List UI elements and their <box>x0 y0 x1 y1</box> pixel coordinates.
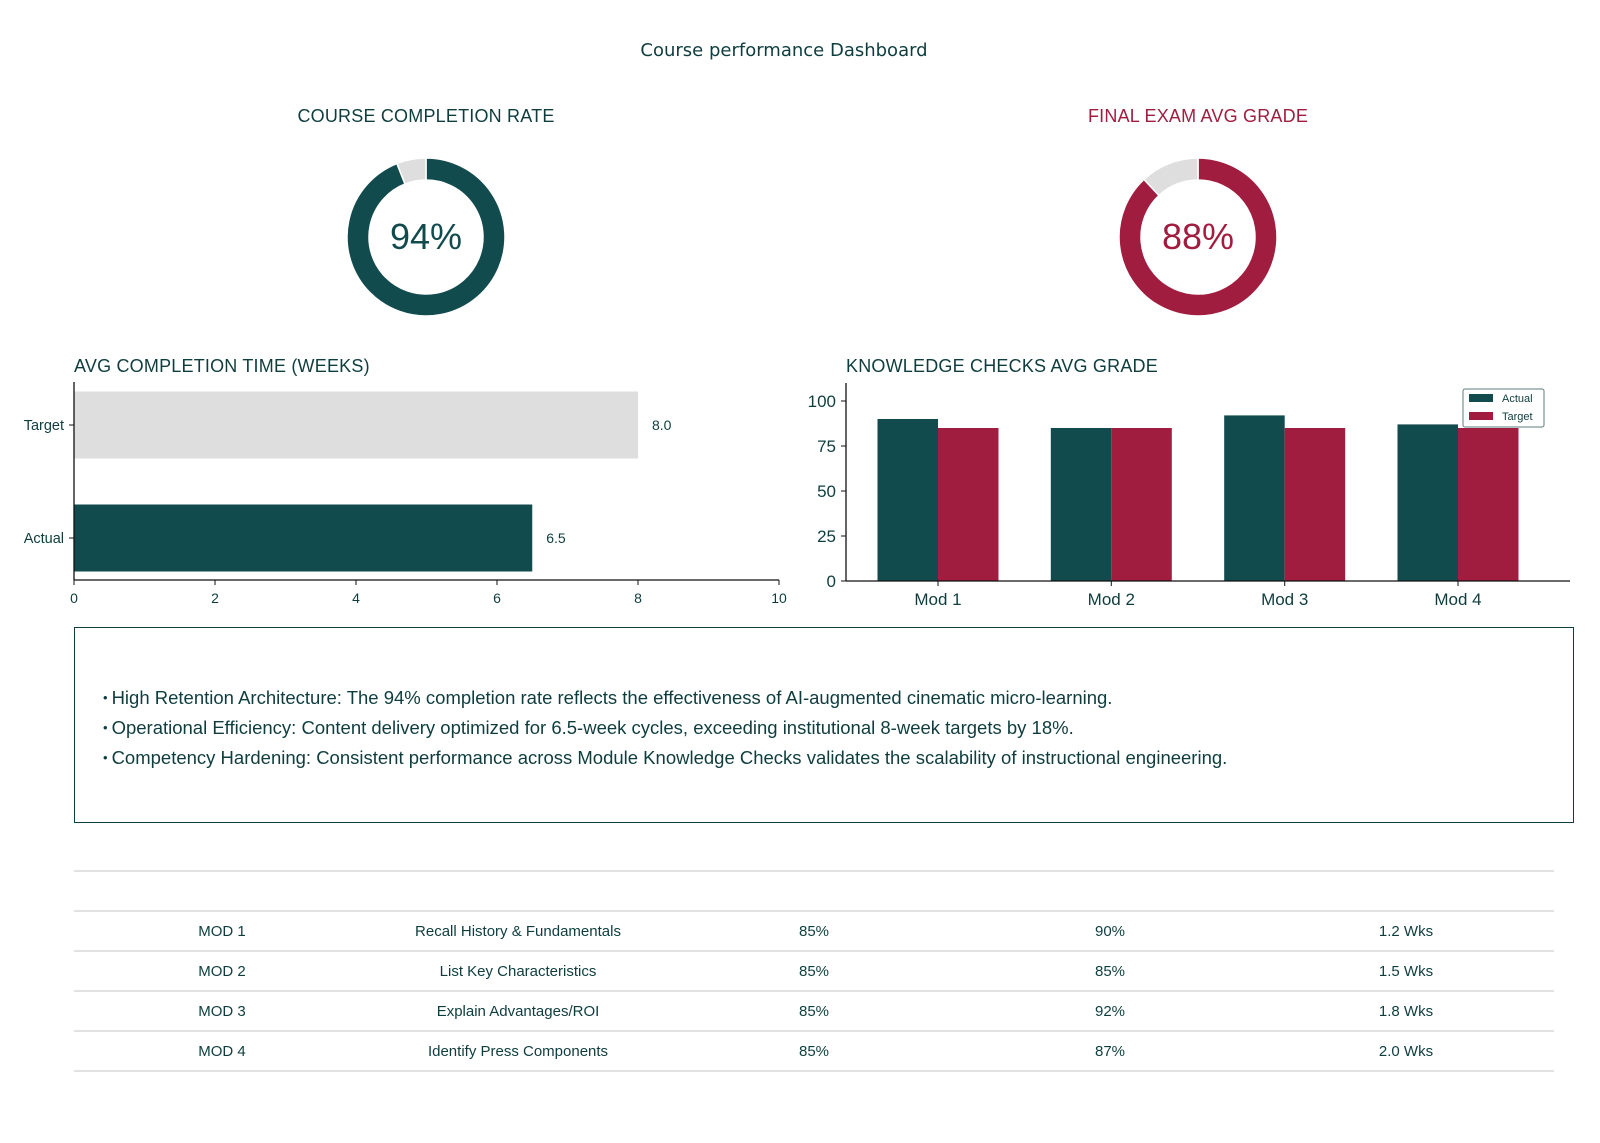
y-tick-label: 100 <box>808 392 836 411</box>
module-target: 85% <box>666 1030 962 1072</box>
module-time: 1.2 Wks <box>1258 910 1554 951</box>
x-tick-label: Mod 4 <box>1434 590 1481 609</box>
table-header-cell <box>962 870 1258 911</box>
bar-actual <box>74 504 533 572</box>
y-tick-label: Target <box>24 418 64 434</box>
completion-time-chart: 8.0 6.5 Target Actual 0 2 4 6 8 10 <box>24 382 787 606</box>
module-time: 1.5 Wks <box>1258 950 1554 991</box>
legend-swatch-target <box>1469 412 1493 420</box>
bar-mod-1-actual <box>877 419 938 581</box>
legend-swatch-actual <box>1469 394 1493 402</box>
module-target: 85% <box>666 990 962 1031</box>
knowledge-checks-title: KNOWLEDGE CHECKS AVG GRADE <box>846 356 1158 376</box>
y-tick-label: 50 <box>817 482 836 501</box>
completion-rate-title: COURSE COMPLETION RATE <box>297 106 555 126</box>
completion-time-title: AVG COMPLETION TIME (WEEKS) <box>74 356 370 376</box>
final-exam-title: FINAL EXAM AVG GRADE <box>1087 106 1309 126</box>
bar-value-label-target: 8.0 <box>652 417 672 433</box>
module-id: MOD 4 <box>74 1030 370 1072</box>
module-table: MOD 1 Recall History & Fundamentals 85% … <box>74 870 1554 1072</box>
module-objective: Explain Advantages/ROI <box>370 990 666 1031</box>
module-time: 2.0 Wks <box>1258 1030 1554 1072</box>
bar-target <box>74 391 638 459</box>
donut-slice-remaining <box>1142 157 1199 197</box>
module-id: MOD 1 <box>74 910 370 951</box>
module-id: MOD 3 <box>74 990 370 1031</box>
chart-legend: Actual Target <box>1462 388 1545 428</box>
donut-slice-remaining <box>395 157 427 185</box>
completion-rate-value: 94% <box>390 216 462 257</box>
y-tick-label: Actual <box>24 531 64 547</box>
legend-label-actual: Actual <box>1502 393 1533 405</box>
module-actual: 92% <box>962 990 1258 1031</box>
x-tick-label: 8 <box>634 590 642 606</box>
x-tick-label: 2 <box>211 590 219 606</box>
y-tick-label: 25 <box>817 527 836 546</box>
module-actual: 85% <box>962 950 1258 991</box>
summary-list: High Retention Architecture: The 94% com… <box>103 684 1228 774</box>
knowledge-checks-chart: Mod 1 Mod 2 Mod 3 Mod 4 0 25 50 75 100 Actual Ta… <box>808 383 1570 609</box>
module-target: 85% <box>666 910 962 951</box>
table-row: MOD 4 Identify Press Components 85% 87% … <box>74 1030 1554 1072</box>
x-tick-label: Mod 2 <box>1088 590 1135 609</box>
final-exam-donut: 88% <box>1118 157 1278 317</box>
donut-slice-completed <box>346 157 506 317</box>
summary-item: High Retention Architecture: The 94% com… <box>103 684 1227 714</box>
x-tick-label: Mod 3 <box>1261 590 1308 609</box>
x-tick-label: Mod 1 <box>914 590 961 609</box>
table-row: MOD 2 List Key Characteristics 85% 85% 1… <box>74 950 1554 991</box>
module-actual: 87% <box>962 1030 1258 1072</box>
bar-mod-2-target <box>1111 428 1172 581</box>
legend-label-target: Target <box>1502 411 1533 423</box>
x-tick-label: 6 <box>493 590 501 606</box>
table-header-cell <box>666 870 962 911</box>
module-objective: List Key Characteristics <box>370 950 666 991</box>
dashboard-title: Course performance Dashboard <box>640 40 928 61</box>
x-tick-label: 0 <box>70 590 78 606</box>
bar-mod-3-actual <box>1224 415 1285 581</box>
summary-box: High Retention Architecture: The 94% com… <box>74 627 1574 823</box>
table-header-cell <box>74 870 370 911</box>
table-header-cell <box>370 870 666 911</box>
module-id: MOD 2 <box>74 950 370 991</box>
completion-rate-donut: 94% <box>346 157 506 317</box>
final-exam-value: 88% <box>1162 216 1234 257</box>
x-tick-label: 4 <box>352 590 360 606</box>
x-tick-label: 10 <box>771 590 787 606</box>
summary-item: Competency Hardening: Consistent perform… <box>103 744 1228 774</box>
bar-mod-2-actual <box>1050 428 1112 581</box>
bar-mod-1-target <box>938 428 999 581</box>
summary-item: Operational Efficiency: Content delivery… <box>103 714 1227 744</box>
module-target: 85% <box>666 950 962 991</box>
bar-mod-4-target <box>1458 428 1519 581</box>
table-header-cell <box>1258 870 1554 911</box>
module-objective: Identify Press Components <box>370 1030 666 1072</box>
bar-mod-3-target <box>1284 428 1346 581</box>
module-time: 1.8 Wks <box>1258 990 1554 1031</box>
table-header-row <box>74 870 1554 911</box>
donut-slice-grade <box>1118 157 1278 317</box>
table-row: MOD 1 Recall History & Fundamentals 85% … <box>74 910 1554 951</box>
y-tick-label: 75 <box>817 437 836 456</box>
bar-mod-4-actual <box>1397 424 1458 581</box>
module-objective: Recall History & Fundamentals <box>370 910 666 951</box>
table-row: MOD 3 Explain Advantages/ROI 85% 92% 1.8… <box>74 990 1554 1031</box>
y-tick-label: 0 <box>827 572 836 591</box>
bar-value-label-actual: 6.5 <box>546 530 566 546</box>
module-actual: 90% <box>962 910 1258 951</box>
